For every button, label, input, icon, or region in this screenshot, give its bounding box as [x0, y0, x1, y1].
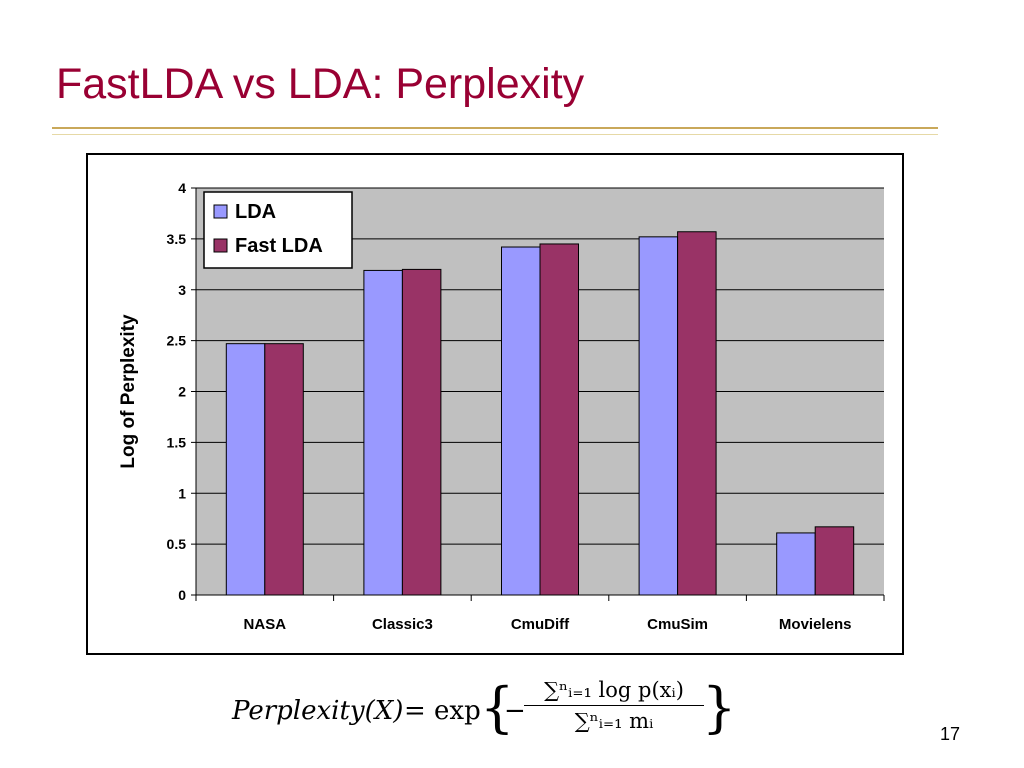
bar-fast-lda-nasa — [264, 343, 304, 596]
y-tick-label: 4 — [178, 180, 186, 196]
formula-equals-exp: = exp — [404, 696, 481, 726]
bar-lda-movielens — [776, 532, 816, 596]
y-tick-label: 2 — [178, 384, 186, 400]
formula-minus: − — [504, 696, 526, 726]
perplexity-formula: Perplexity(X) = exp { − ∑ⁿᵢ₌₁ log p(xᵢ) … — [232, 672, 736, 752]
legend-label: Fast LDA — [235, 235, 323, 257]
title-divider-top — [52, 127, 938, 129]
x-tick-label: Movielens — [779, 616, 852, 633]
y-tick-label: 3 — [178, 282, 186, 298]
legend-swatch — [213, 238, 228, 253]
x-tick-label: CmuSim — [647, 616, 708, 633]
bar-fast-lda-classic3 — [401, 268, 442, 596]
slide-title: FastLDA vs LDA: Perplexity — [56, 60, 585, 108]
y-tick-label: 1.5 — [167, 434, 187, 450]
formula-lhs: Perplexity(X) — [232, 696, 404, 726]
formula-numerator: ∑ⁿᵢ₌₁ log p(xᵢ) — [544, 678, 684, 702]
y-tick-label: 0.5 — [167, 536, 187, 552]
y-tick-label: 1 — [178, 485, 186, 501]
bar-chart: 0 0.5 1 1.5 2 2.5 3 3.5 4 NASA Classic3 CmuDiff CmuS… — [118, 180, 885, 633]
bar-lda-nasa — [225, 343, 266, 596]
bar-fast-lda-cmudiff — [539, 243, 579, 596]
formula-left-brace: { — [480, 676, 515, 739]
x-tick-label: Classic3 — [372, 616, 433, 633]
y-tick-label: 2.5 — [167, 333, 187, 349]
x-tick-label: NASA — [244, 616, 287, 633]
bar-lda-classic3 — [363, 269, 403, 596]
legend — [203, 191, 353, 269]
bar-fast-lda-cmusim — [677, 231, 717, 596]
formula-fraction: ∑ⁿᵢ₌₁ log p(xᵢ) ∑ⁿᵢ₌₁ mᵢ — [524, 678, 704, 733]
chart-frame: 0 0.5 1 1.5 2 2.5 3 3.5 4 NASA Classic3 CmuDiff CmuS… — [86, 153, 904, 655]
page-number: 17 — [940, 724, 961, 744]
bar-lda-cmudiff — [501, 246, 541, 596]
x-tick-label: CmuDiff — [511, 616, 570, 633]
title-divider-bottom — [52, 134, 938, 135]
legend-swatch — [213, 204, 228, 219]
bar-lda-cmusim — [638, 236, 679, 596]
legend-label: LDA — [235, 201, 276, 223]
y-tick-label: 3.5 — [167, 231, 187, 247]
y-axis-label: Log of Perplexity — [118, 314, 139, 469]
bar-fast-lda-movielens — [814, 526, 855, 596]
formula-fraction-bar — [524, 705, 704, 706]
formula-right-brace: } — [702, 676, 737, 739]
formula-denominator: ∑ⁿᵢ₌₁ mᵢ — [574, 709, 654, 733]
y-tick-label: 0 — [178, 587, 186, 603]
